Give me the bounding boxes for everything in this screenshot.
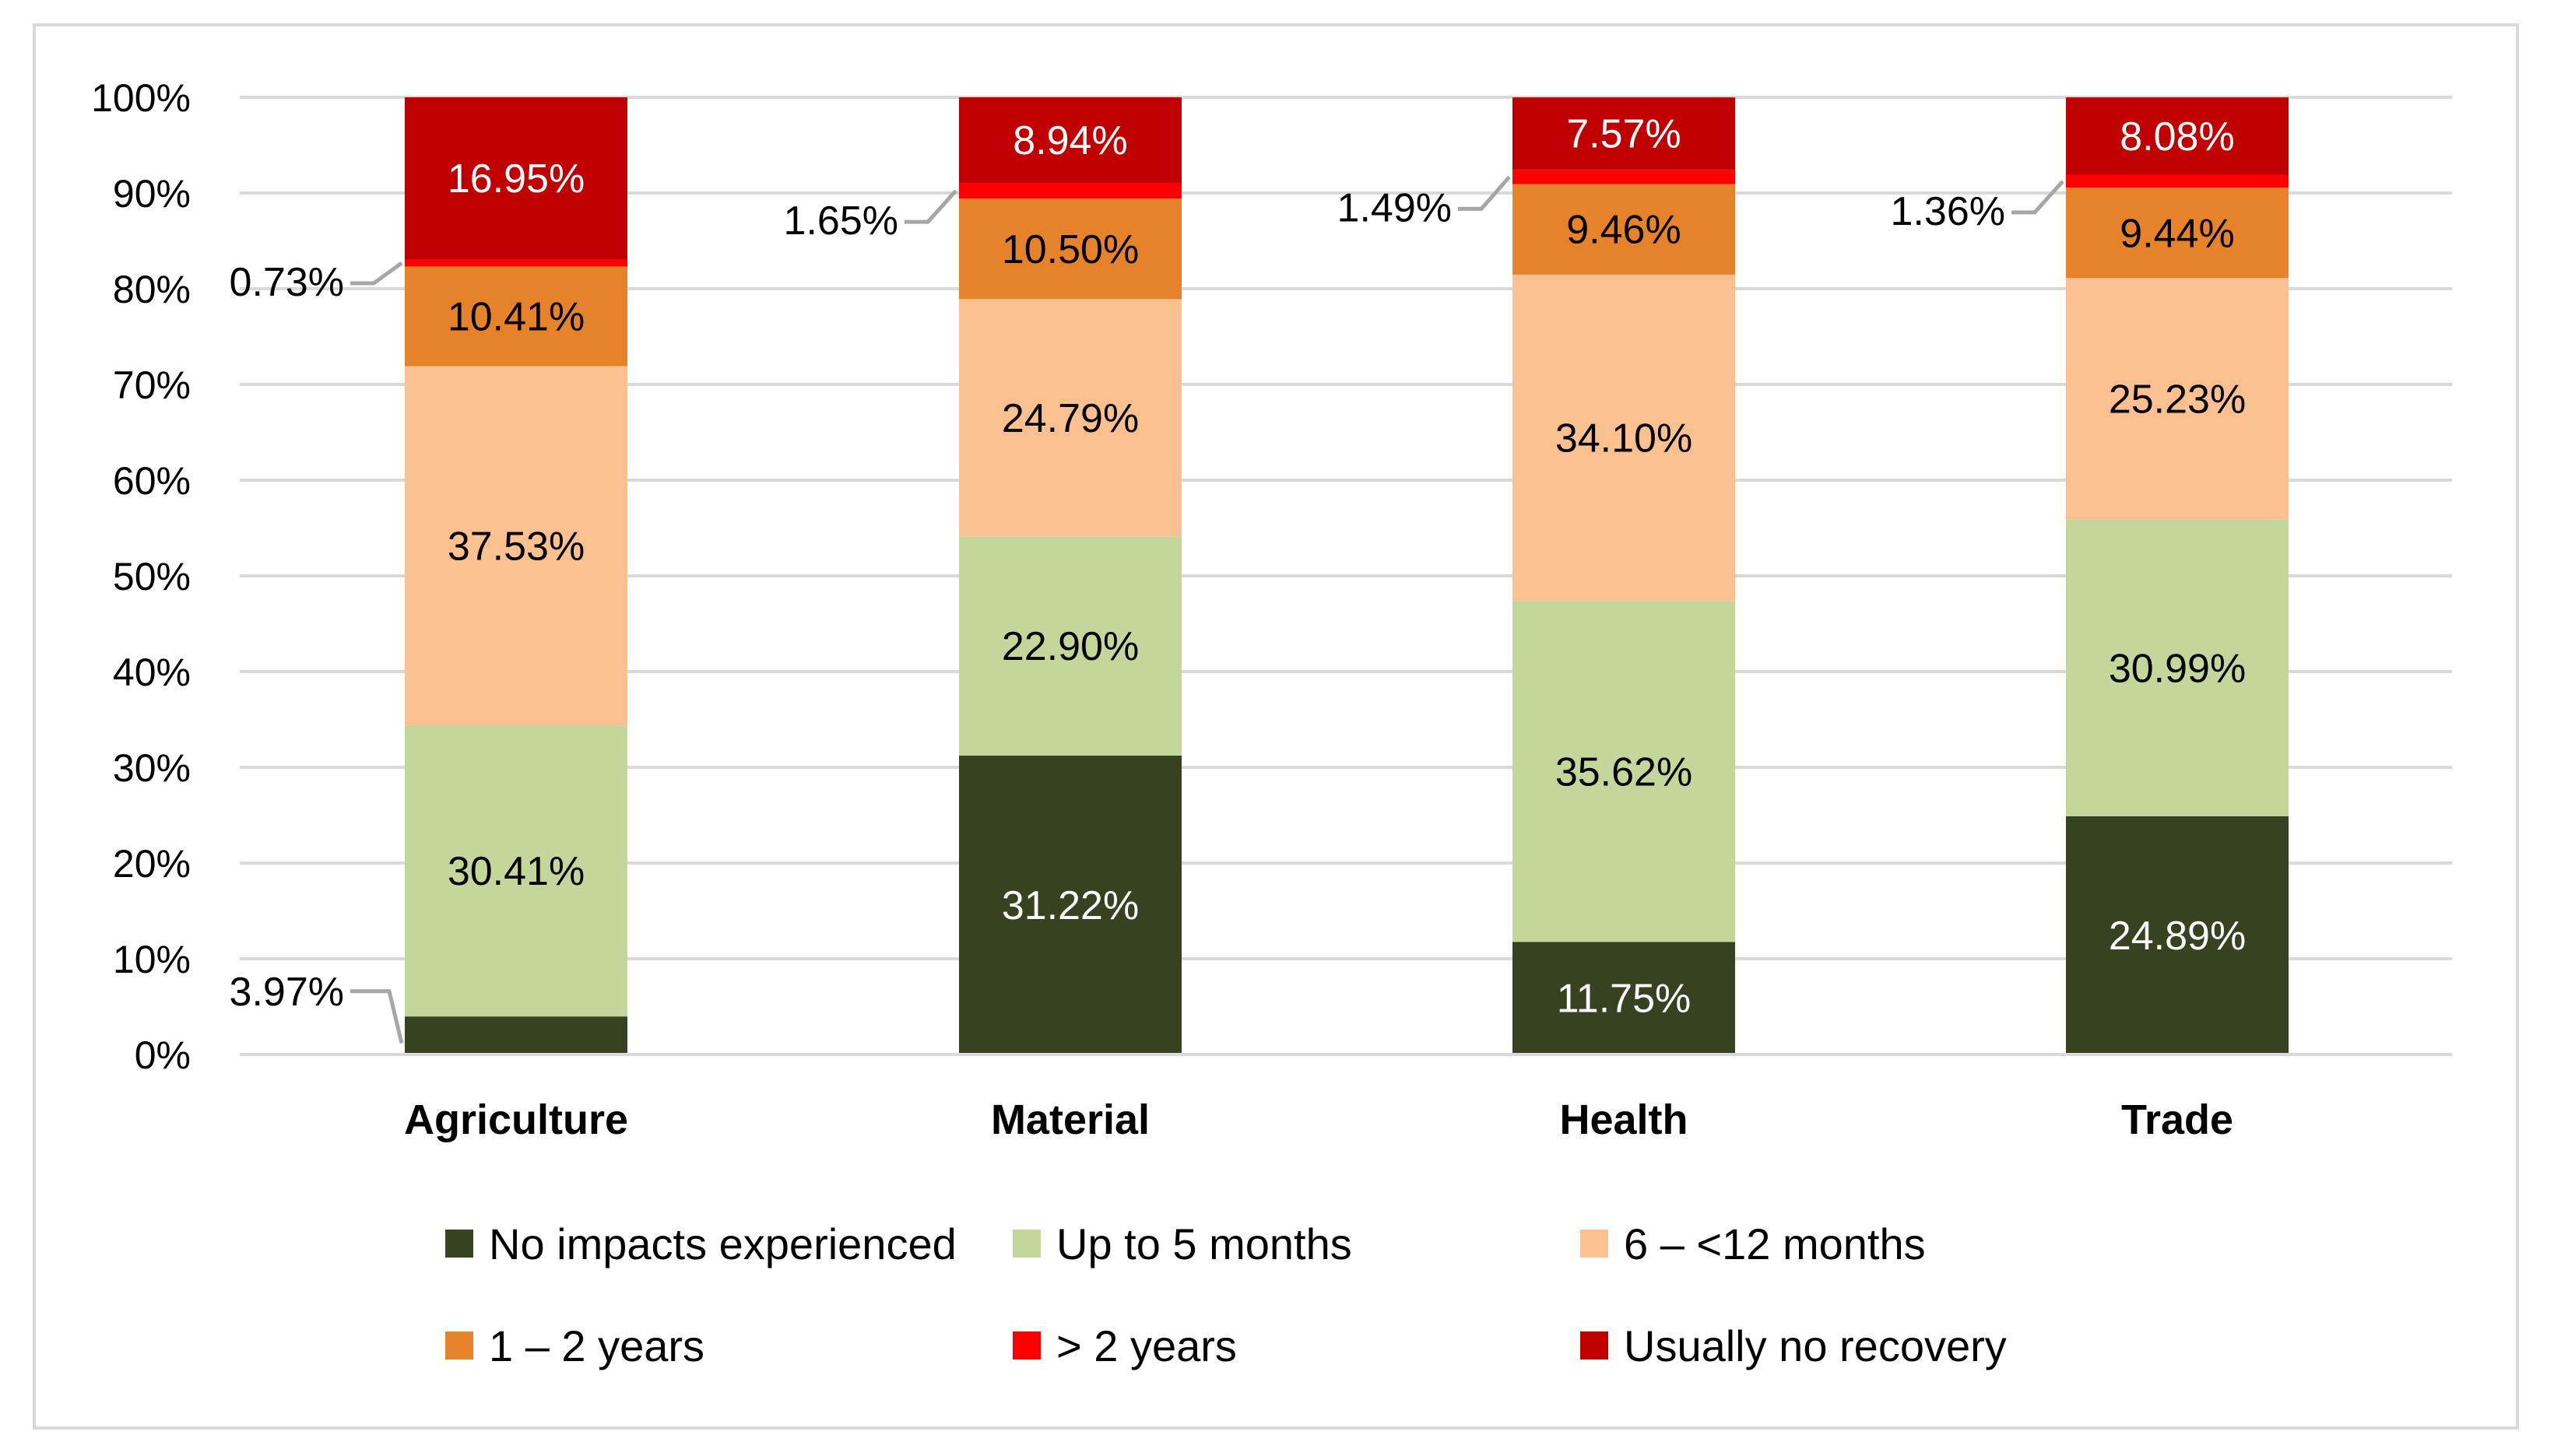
data-label-trade-2-years: 1.36%: [1891, 189, 2005, 234]
legend-item-up-to-5-months: Up to 5 months: [1013, 1219, 1352, 1268]
data-label-trade-6-12-months: 25.23%: [2109, 377, 2246, 423]
legend-swatch: [1580, 1230, 1608, 1258]
data-label-agriculture-no-impacts-experienced: 3.97%: [230, 970, 344, 1015]
legend-swatch: [445, 1331, 473, 1360]
legend-swatch: [1580, 1331, 1608, 1360]
data-label-trade-usually-no-recovery: 8.08%: [2120, 114, 2234, 160]
legend-label: Up to 5 months: [1056, 1219, 1352, 1268]
legend-item-no-impacts-experienced: No impacts experienced: [445, 1219, 957, 1268]
bar-health-up-to-5-months: [1512, 601, 1735, 942]
bar-health-2-years: [1512, 170, 1735, 184]
leader-line-trade-2-years: [2011, 180, 2064, 215]
bar-material-no-impacts-experienced: [959, 755, 1182, 1054]
data-label-health-no-impacts-experienced: 11.75%: [1557, 977, 1692, 1022]
bar-agriculture-6-12-months: [405, 366, 627, 726]
y-tick-label: 40%: [113, 651, 191, 694]
data-label-agriculture-usually-no-recovery: 16.95%: [448, 156, 585, 202]
legend-item-usually-no-recovery: Usually no recovery: [1580, 1321, 2007, 1370]
data-label-trade-1-2-years: 9.44%: [2120, 211, 2234, 256]
y-tick-label: 60%: [113, 459, 191, 503]
bar-health-no-impacts-experienced: [1512, 942, 1735, 1054]
data-label-health-2-years: 1.49%: [1337, 185, 1452, 230]
bar-trade-6-12-months: [2066, 278, 2289, 520]
data-label-agriculture-6-12-months: 37.53%: [448, 524, 585, 569]
data-label-material-2-years: 1.65%: [784, 198, 898, 244]
data-label-agriculture-2-years: 0.73%: [230, 260, 344, 305]
x-axis: Agriculture Material Health Trade: [240, 1053, 2452, 1143]
leader-lines: [350, 175, 2064, 1044]
legend: No impacts experienced Up to 5 months 6 – …: [445, 1219, 2007, 1370]
data-label-trade-up-to-5-months: 30.99%: [2109, 646, 2246, 691]
y-tick-label: 80%: [113, 268, 191, 311]
bar-health-1-2-years: [1512, 184, 1735, 275]
bar-agriculture-no-impacts-experienced: [405, 1016, 627, 1054]
x-tick-label-agriculture: Agriculture: [404, 1096, 628, 1143]
bar-agriculture-1-2-years: [405, 266, 627, 367]
bar-material-up-to-5-months: [959, 536, 1182, 756]
bar-agriculture-2-years: [405, 259, 627, 267]
bars: [405, 97, 2289, 1054]
data-label-health-6-12-months: 34.10%: [1555, 416, 1692, 461]
leader-line-material-2-years: [905, 189, 957, 224]
y-tick-label: 50%: [113, 555, 191, 598]
data-label-material-no-impacts-experienced: 31.22%: [1002, 883, 1139, 928]
legend-swatch: [445, 1230, 473, 1258]
y-tick-label: 10%: [113, 938, 191, 981]
legend-label: No impacts experienced: [489, 1219, 957, 1268]
bar-health-6-12-months: [1512, 274, 1735, 602]
bar-trade-1-2-years: [2066, 188, 2289, 279]
data-label-material-usually-no-recovery: 8.94%: [1013, 118, 1127, 163]
bar-material-6-12-months: [959, 299, 1182, 537]
legend-swatch: [1013, 1331, 1041, 1360]
bar-trade-no-impacts-experienced: [2066, 816, 2289, 1054]
x-tick-label-health: Health: [1559, 1096, 1688, 1143]
legend-label: 1 – 2 years: [489, 1321, 704, 1370]
bar-trade-2-years: [2066, 174, 2289, 188]
data-label-health-usually-no-recovery: 7.57%: [1566, 112, 1681, 157]
bar-material-1-2-years: [959, 198, 1182, 300]
x-tick-label-trade: Trade: [2121, 1096, 2233, 1143]
data-label-material-up-to-5-months: 22.90%: [1002, 624, 1139, 669]
bar-trade-usually-no-recovery: [2066, 97, 2289, 175]
bar-material-2-years: [959, 182, 1182, 199]
data-label-health-up-to-5-months: 35.62%: [1555, 749, 1692, 795]
y-axis: 0% 10% 20% 30% 40% 50% 60% 70% 80% 90% 100%: [91, 76, 191, 1077]
data-label-health-1-2-years: 9.46%: [1566, 208, 1681, 253]
data-label-agriculture-1-2-years: 10.41%: [448, 294, 585, 339]
leader-line-agriculture-2-years: [350, 261, 403, 286]
bar-material-usually-no-recovery: [959, 97, 1182, 183]
y-tick-label: 30%: [113, 746, 191, 790]
data-label-trade-no-impacts-experienced: 24.89%: [2109, 914, 2246, 959]
y-tick-label: 0%: [135, 1033, 191, 1077]
bar-health-usually-no-recovery: [1512, 97, 1735, 170]
legend-item-2-years: > 2 years: [1013, 1321, 1237, 1370]
y-tick-label: 70%: [113, 363, 191, 407]
bar-agriculture-up-to-5-months: [405, 725, 627, 1017]
legend-label: Usually no recovery: [1624, 1321, 2007, 1370]
x-tick-label-material: Material: [991, 1096, 1150, 1143]
leader-line-agriculture-no-impacts-experienced: [350, 989, 404, 1044]
leader-line-health-2-years: [1458, 175, 1511, 211]
data-label-material-1-2-years: 10.50%: [1002, 227, 1139, 272]
bar-trade-up-to-5-months: [2066, 519, 2289, 816]
y-tick-label: 20%: [113, 842, 191, 886]
data-label-material-6-12-months: 24.79%: [1002, 396, 1139, 441]
legend-item-1-2-years: 1 – 2 years: [445, 1321, 704, 1370]
legend-label: 6 – <12 months: [1624, 1219, 1926, 1268]
data-labels: 3.97% 30.41% 37.53% 10.41% 0.73% 16.95% 31.22%…: [230, 112, 2247, 1022]
legend-label: > 2 years: [1056, 1321, 1237, 1370]
data-label-agriculture-up-to-5-months: 30.41%: [448, 849, 585, 894]
bar-agriculture-usually-no-recovery: [405, 97, 627, 260]
legend-swatch: [1013, 1230, 1041, 1258]
legend-item-6-12-months: 6 – <12 months: [1580, 1219, 1926, 1268]
y-tick-label: 100%: [91, 76, 191, 120]
y-tick-label: 90%: [113, 172, 191, 216]
